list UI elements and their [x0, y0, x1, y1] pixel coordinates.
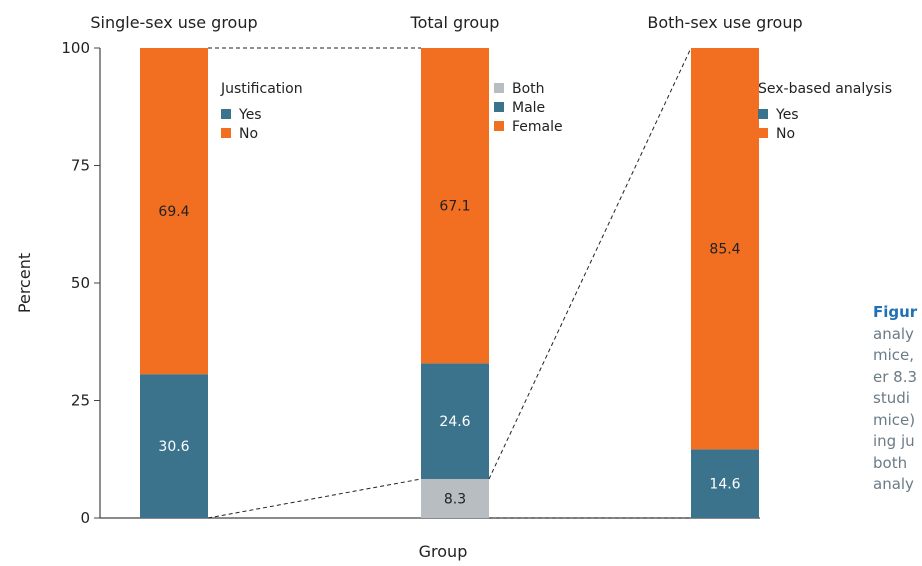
legend-label: Male	[512, 100, 545, 116]
caption-line: er 8.3	[873, 367, 918, 386]
legend-label: Both	[512, 81, 545, 97]
y-tick-label: 100	[61, 39, 90, 57]
legend-title: Justification	[220, 81, 303, 97]
bar-segment-no	[140, 48, 208, 375]
bar-segment-both	[421, 478, 489, 518]
bar-segment-yes	[691, 449, 759, 518]
data-label: 14.6	[709, 477, 740, 493]
legend-swatch	[494, 121, 504, 131]
legend-swatch	[221, 109, 231, 119]
bar-segment-female	[421, 48, 489, 364]
data-label: 85.4	[709, 242, 740, 258]
caption-line: ing ju	[873, 432, 915, 450]
x-axis-label: Group	[419, 542, 468, 561]
y-tick-label: 25	[71, 392, 90, 410]
legend-label: No	[239, 126, 258, 142]
y-tick-label: 75	[71, 157, 90, 175]
caption-line: mice,	[873, 346, 915, 364]
y-tick-label: 0	[80, 509, 90, 527]
caption-line: analy	[873, 324, 914, 343]
caption-title: Figur	[873, 303, 918, 321]
figure-caption: Figur analy mice, er 8.3 studi mice) ing…	[873, 302, 922, 496]
bar-segment-male	[421, 363, 489, 479]
data-label: 8.3	[444, 491, 466, 507]
data-label: 67.1	[439, 199, 470, 215]
bar-segment-yes	[140, 374, 208, 518]
legend-label: No	[776, 126, 795, 142]
caption-line: analy	[873, 475, 914, 493]
group-title: Single-sex use group	[90, 13, 257, 32]
connector-line	[207, 478, 422, 519]
legend-label: Yes	[775, 107, 799, 123]
legend-swatch	[494, 83, 504, 93]
legend-swatch	[221, 128, 231, 138]
legend-swatch	[494, 102, 504, 112]
group-title: Total group	[410, 13, 500, 32]
caption-line: both	[873, 453, 908, 472]
data-label: 69.4	[158, 204, 189, 220]
group-title: Both-sex use group	[647, 13, 802, 32]
legend-swatch	[758, 128, 768, 138]
legend-title: Sex-based analysis	[758, 81, 892, 97]
caption-line: studi	[873, 389, 910, 407]
connector-line	[488, 47, 692, 480]
caption-line: mice)	[873, 410, 916, 429]
legend-label: Female	[512, 119, 563, 135]
data-label: 30.6	[158, 439, 189, 455]
y-axis-label: Percent	[15, 253, 34, 313]
legend-label: Yes	[238, 107, 262, 123]
data-label: 24.6	[439, 414, 470, 430]
y-tick-label: 50	[71, 274, 90, 292]
legend-swatch	[758, 109, 768, 119]
bar-segment-no	[691, 48, 759, 450]
